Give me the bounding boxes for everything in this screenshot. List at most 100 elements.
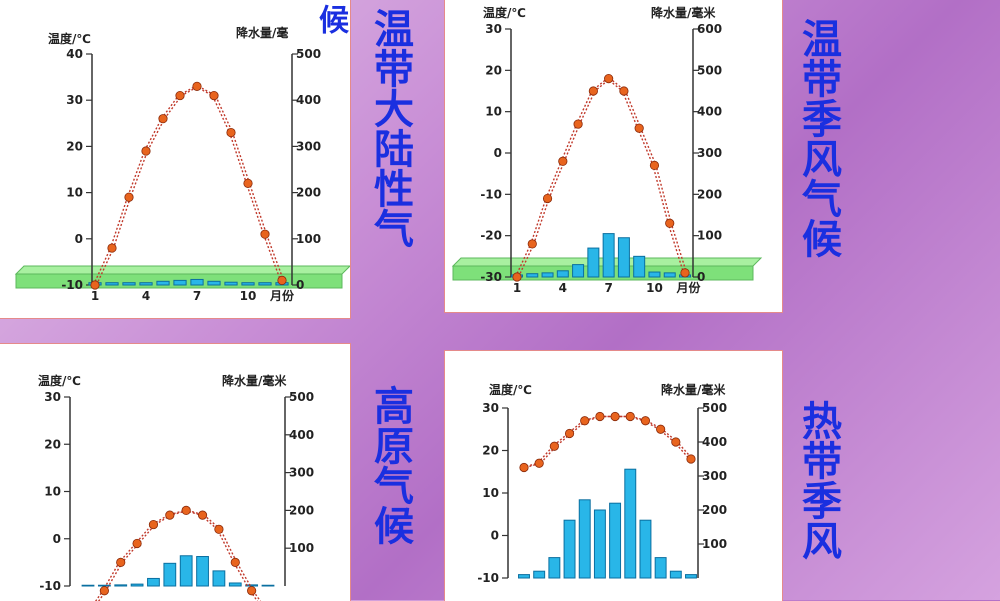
precip-bar [556,270,569,278]
temp-point [619,86,629,96]
temp-point [230,557,240,567]
precip-tick-label: 400 [296,93,321,107]
precip-bar [156,280,170,286]
temp-point [527,239,537,249]
title-continental-tail: 候 [313,4,348,34]
precip-bar [572,264,585,278]
precip-bar [654,557,667,579]
precip-tick-label: 200 [697,187,722,201]
temp-tick-label: 0 [491,529,499,543]
temp-tick-label: -10 [480,187,502,201]
temp-tick-label: 40 [66,47,83,61]
temp-point [260,229,270,239]
temp-point [148,519,159,530]
temp-point [686,454,696,464]
precip-bar [122,282,136,286]
precip-bar [669,570,682,579]
temp-tick-label: 10 [485,105,502,119]
precip-axis-label: 降水量/毫米 [222,374,287,388]
precip-tick-label: 200 [296,186,321,200]
temp-point [595,411,605,422]
precip-bar [633,255,646,278]
precip-bar [593,509,606,579]
precip-bar [97,584,111,587]
temp-tick-label: 10 [44,485,61,499]
precip-bar [685,574,697,579]
precip-bar [173,279,187,286]
month-axis-label: 月份 [675,280,701,295]
temp-point [107,243,117,253]
temp-tick-label: -20 [480,229,502,243]
temp-point [610,411,620,422]
temp-curve [525,415,694,469]
precip-tick-label: 300 [697,146,722,160]
month-tick-label: 10 [240,289,257,303]
temp-point [243,178,253,188]
temp-point [132,538,142,549]
temp-curve [517,77,688,278]
precip-bar [179,555,193,587]
temp-tick-label: -10 [61,278,83,292]
precip-bar [224,281,238,286]
temp-tick-label: -30 [480,270,502,284]
temp-point [558,156,568,166]
title-tropical: 热带季风 [795,400,841,560]
chart-panel-plateau: 温度/℃ 降水量/毫米 30 20 10 0 -10 500 400 300 200 100 [0,343,351,601]
precip-bar [578,499,591,579]
temp-point [671,437,681,447]
precip-tick-label: 500 [697,63,722,77]
temp-point [192,81,202,91]
precip-bar [81,584,95,587]
temp-curve [95,85,285,286]
chart-panel-monsoon: 温度/℃ 降水量/毫米 30 20 10 0 -10 -20 -30 600 500 400 300… [444,0,783,313]
temp-point [625,411,635,422]
temp-point [680,268,690,278]
temp-point [604,74,614,84]
temp-tick-label: -10 [39,579,61,593]
temp-axis-label: 温度/℃ [483,6,526,20]
precip-tick-label: 600 [697,22,722,36]
precip-tick-label: 400 [289,428,314,442]
precip-bar [533,570,546,579]
precip-bar [130,583,144,587]
precip-bar [105,282,119,286]
precip-tick-label: 200 [289,503,314,517]
precip-tick-label: 400 [697,105,722,119]
precip-tick-label: 100 [697,229,722,243]
temp-point [542,193,553,204]
precip-tick-label: 100 [289,541,314,555]
chart-panel-continental: 温度/℃ 降水量/毫 40 30 20 10 0 -10 500 400 300 200 100 0 1… [0,0,351,319]
title-monsoon: 温带季风气候 [795,18,841,258]
temp-point [634,123,644,133]
temp-point [214,524,224,534]
ground-top [14,265,350,275]
title-continental: 温带大陆性气 [367,8,413,248]
temp-point [175,90,185,101]
month-tick-label: 7 [193,289,201,303]
temp-point [116,557,126,567]
temp-point [181,505,191,515]
temp-point [580,416,590,426]
month-axis-label: 月份 [269,288,295,303]
temp-point [158,114,168,124]
precip-bar [639,519,652,579]
temp-tick-label: 20 [485,63,502,77]
month-tick-label: 1 [91,289,99,303]
temp-point [197,510,208,520]
temp-tick-label: 10 [66,186,83,200]
precip-bar [609,502,622,579]
precip-bar [228,582,242,587]
precip-bar [526,273,539,278]
precip-bar [258,282,272,286]
title-plateau: 高原气候 [367,385,413,545]
temp-tick-label: 20 [44,437,61,451]
temp-curve [522,415,691,469]
temp-tick-label: 20 [482,444,499,458]
temp-tick-label: 0 [53,532,61,546]
precip-tick-label: 500 [296,47,321,61]
temp-curve [514,77,685,278]
precip-bar [207,280,221,286]
temp-curve [94,509,259,601]
precip-bar [241,282,255,286]
